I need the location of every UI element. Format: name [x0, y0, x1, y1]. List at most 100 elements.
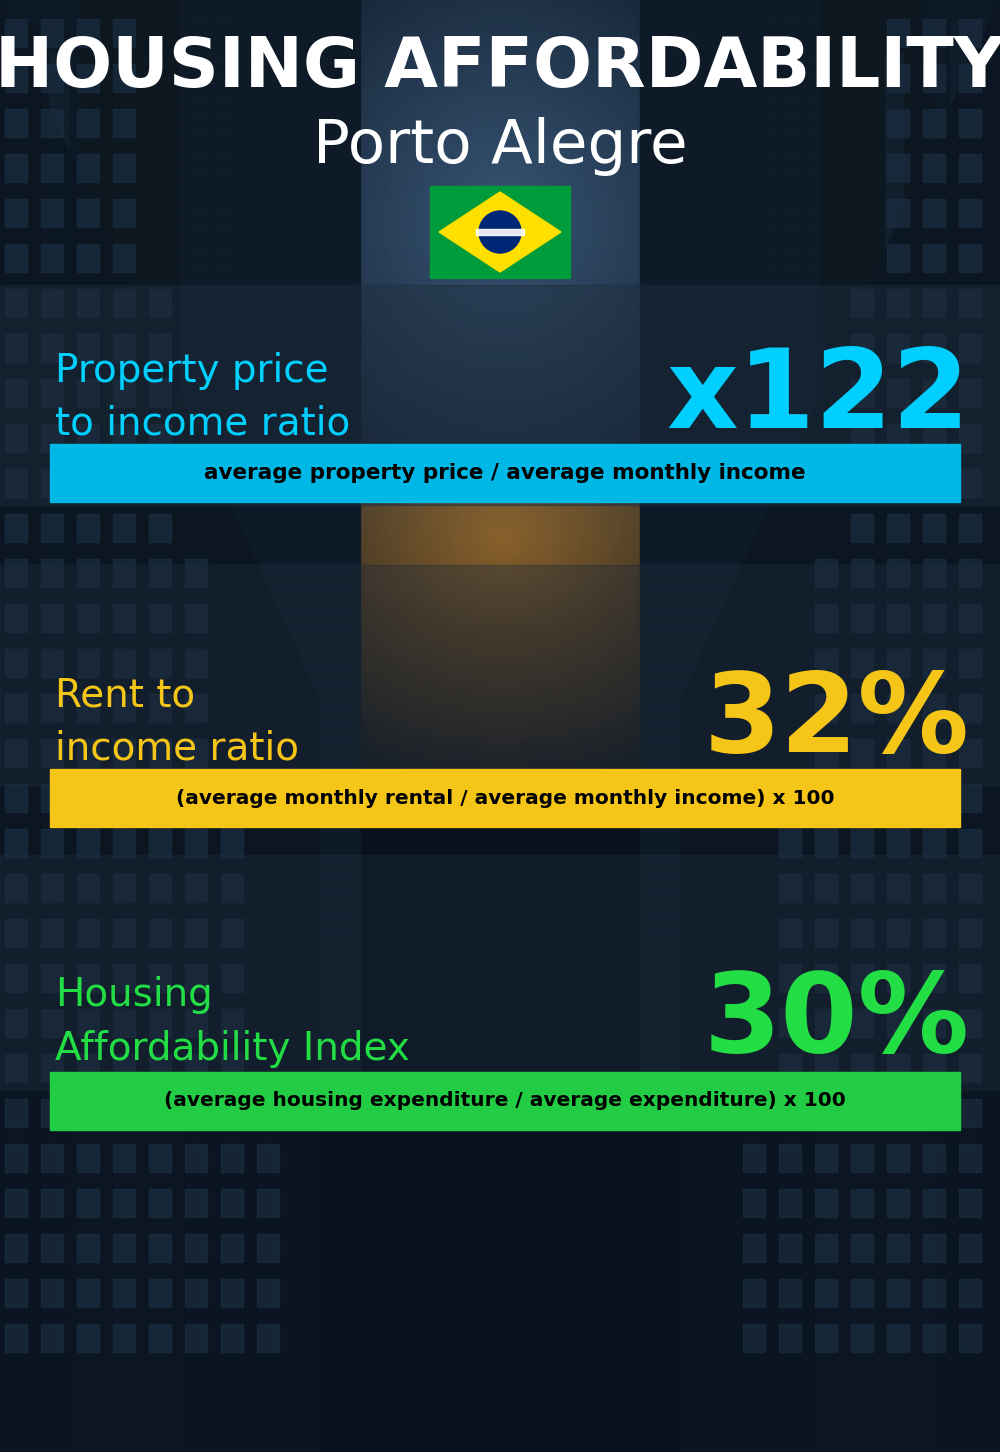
Bar [779, 1279, 801, 1307]
Bar [5, 1324, 27, 1352]
Bar [779, 964, 801, 992]
Bar [149, 784, 171, 812]
Bar [476, 229, 524, 235]
Bar [887, 334, 909, 362]
Bar [149, 334, 171, 362]
Bar [815, 1189, 837, 1217]
Bar [77, 604, 99, 632]
Bar [5, 1009, 27, 1037]
Bar [923, 1009, 945, 1037]
Bar [113, 874, 135, 902]
Bar [880, 0, 1000, 953]
Bar [41, 604, 63, 632]
Bar [887, 1099, 909, 1127]
Bar [41, 469, 63, 497]
Bar [113, 469, 135, 497]
Bar [851, 874, 873, 902]
Bar [851, 739, 873, 767]
Bar [851, 514, 873, 542]
Bar [41, 1099, 63, 1127]
Bar [149, 469, 171, 497]
Bar [851, 1279, 873, 1307]
Bar [923, 379, 945, 407]
Bar [743, 1279, 765, 1307]
Bar [70, 971, 180, 1452]
Bar [5, 964, 27, 992]
Bar [149, 829, 171, 857]
Bar [80, 0, 230, 1002]
Bar [185, 874, 207, 902]
Bar [887, 964, 909, 992]
Bar [923, 244, 945, 272]
Bar [149, 604, 171, 632]
Bar [77, 379, 99, 407]
Bar [113, 1009, 135, 1037]
Bar [113, 109, 135, 136]
Bar [149, 559, 171, 587]
Bar [0, 0, 120, 953]
Bar [41, 424, 63, 452]
Bar [77, 1144, 99, 1172]
Bar [959, 19, 981, 46]
Bar [77, 1324, 99, 1352]
Bar [41, 154, 63, 182]
Bar [149, 1144, 171, 1172]
Bar [41, 1324, 63, 1352]
Bar [923, 1054, 945, 1082]
Bar [887, 469, 909, 497]
Bar [923, 1189, 945, 1217]
Text: Housing
Affordability Index: Housing Affordability Index [55, 977, 410, 1067]
Bar [77, 514, 99, 542]
Bar [50, 770, 960, 828]
Bar [41, 964, 63, 992]
Bar [113, 199, 135, 227]
Bar [257, 1279, 279, 1307]
Bar [185, 1099, 207, 1127]
Bar [41, 829, 63, 857]
Bar [923, 19, 945, 46]
Bar [5, 1279, 27, 1307]
Bar [851, 1234, 873, 1262]
Bar [41, 874, 63, 902]
Bar [221, 919, 243, 947]
Bar [77, 829, 99, 857]
Bar [959, 289, 981, 317]
Bar [887, 1279, 909, 1307]
Text: HOUSING AFFORDABILITY: HOUSING AFFORDABILITY [0, 33, 1000, 100]
Bar [779, 1189, 801, 1217]
Bar [887, 154, 909, 182]
Bar [5, 469, 27, 497]
Bar [851, 604, 873, 632]
Bar [221, 1234, 243, 1262]
Bar [779, 1054, 801, 1082]
Bar [5, 64, 27, 91]
Bar [5, 649, 27, 677]
Bar [779, 874, 801, 902]
Bar [41, 244, 63, 272]
Bar [5, 739, 27, 767]
Bar [5, 244, 27, 272]
Text: Property price
to income ratio: Property price to income ratio [55, 351, 350, 443]
Bar [959, 1324, 981, 1352]
Bar [923, 64, 945, 91]
Bar [959, 1189, 981, 1217]
Bar [0, 855, 1000, 1090]
Bar [915, 22, 933, 953]
Bar [887, 64, 909, 91]
Bar [851, 469, 873, 497]
Bar [41, 334, 63, 362]
Bar [959, 334, 981, 362]
Bar [887, 379, 909, 407]
Bar [185, 784, 207, 812]
Bar [959, 154, 981, 182]
Bar [779, 1009, 801, 1037]
Bar [851, 424, 873, 452]
Bar [779, 1144, 801, 1172]
Bar [959, 559, 981, 587]
Bar [959, 109, 981, 136]
Bar [779, 1099, 801, 1127]
Bar [851, 379, 873, 407]
Bar [257, 1144, 279, 1172]
Bar [77, 964, 99, 992]
Bar [77, 244, 99, 272]
